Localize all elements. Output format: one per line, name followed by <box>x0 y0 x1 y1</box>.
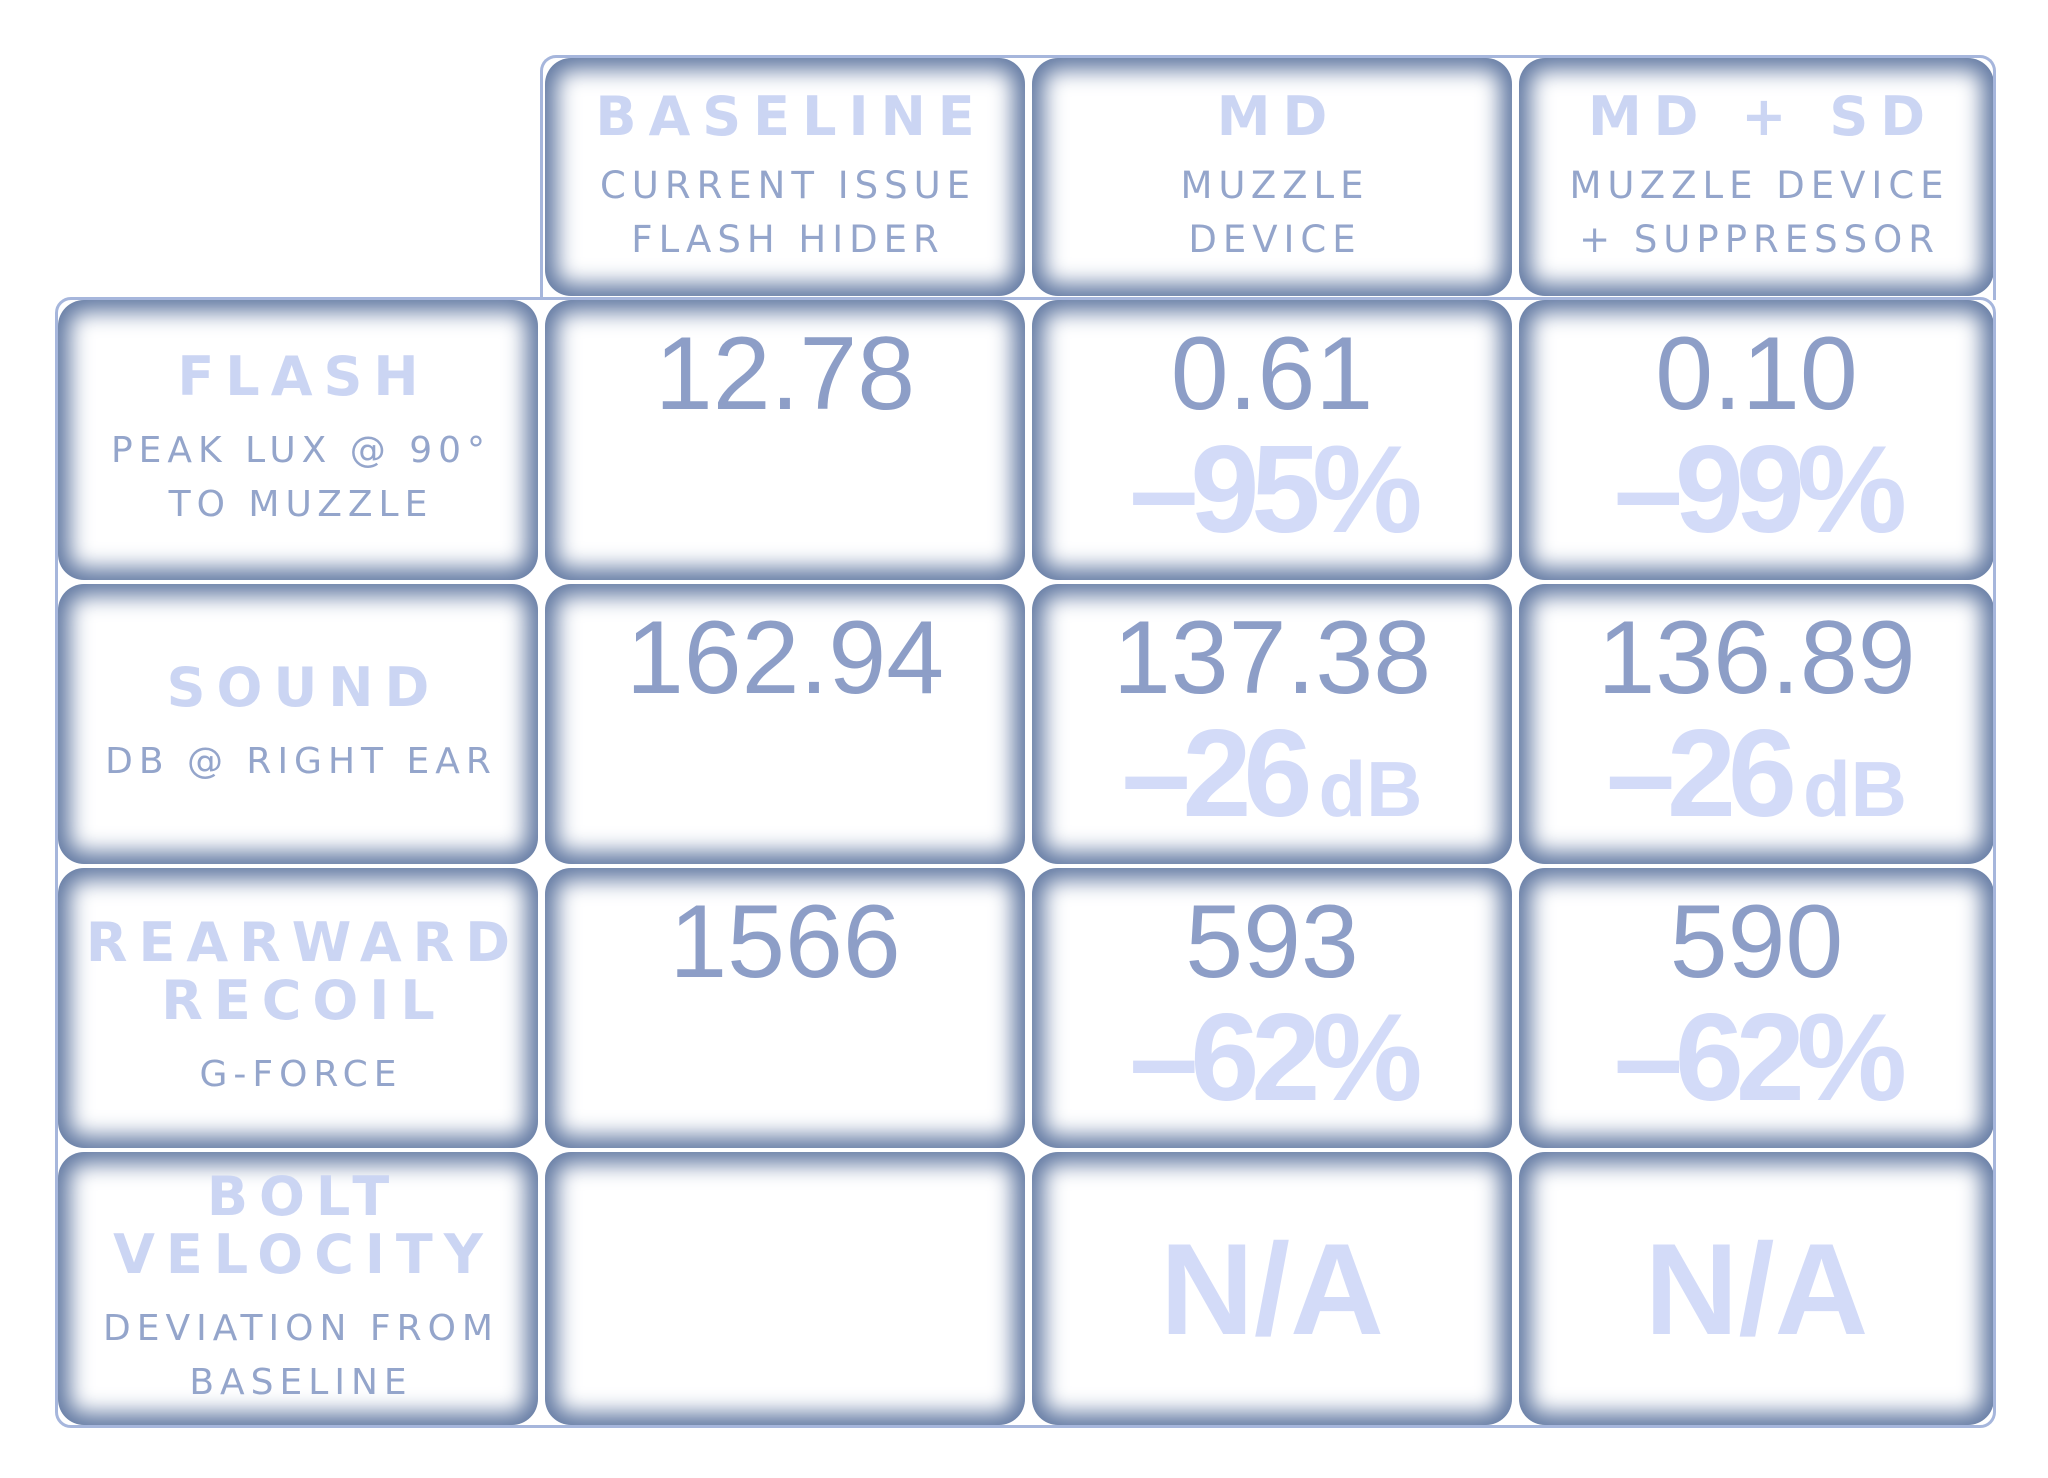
change-number: –62% <box>1129 989 1422 1127</box>
row-subtitle-line1: G-FORCE <box>199 1054 403 1095</box>
column-subtitle-line2: FLASH HIDER <box>631 218 945 261</box>
sound-md-cell: 137.38 –26 dB <box>1032 584 1512 864</box>
recoil-md-cell: 593 –62% <box>1032 868 1512 1148</box>
change-unit: dB <box>1318 745 1423 833</box>
change-value: –62% <box>1614 996 1907 1120</box>
measurement-value: 162.94 <box>625 600 945 716</box>
bolt-md-cell: N/A <box>1032 1152 1512 1425</box>
column-subtitle-line1: CURRENT ISSUE <box>599 164 977 207</box>
column-subtitle-line2: DEVICE <box>1188 218 1362 261</box>
flash-md-cell: 0.61 –95% <box>1032 300 1512 580</box>
column-header-md: MD MUZZLE DEVICE <box>1032 58 1512 296</box>
measurement-value: 593 <box>1185 884 1359 1000</box>
row-title-line1: REARWARD <box>85 911 522 974</box>
row-header-bolt-velocity: BOLT VELOCITY DEVIATION FROM BASELINE <box>58 1152 538 1425</box>
column-header-baseline: BASELINE CURRENT ISSUE FLASH HIDER <box>545 58 1025 296</box>
column-title: MD <box>1216 85 1340 148</box>
row-header-rearward-recoil: REARWARD RECOIL G-FORCE <box>58 868 538 1148</box>
row-title-line1: SOUND <box>166 656 441 719</box>
row-header-sound: SOUND DB @ RIGHT EAR <box>58 584 538 864</box>
flash-md-sd-cell: 0.10 –99% <box>1519 300 1994 580</box>
row-header-flash: FLASH PEAK LUX @ 90° TO MUZZLE <box>58 300 538 580</box>
row-subtitle-line2: TO MUZZLE <box>168 484 434 525</box>
column-subtitle-line1: MUZZLE DEVICE <box>1569 164 1950 207</box>
measurement-value: 590 <box>1669 884 1844 1000</box>
row-title-line2: VELOCITY <box>113 1222 494 1286</box>
change-number: –95% <box>1129 421 1422 559</box>
sound-md-sd-cell: 136.89 –26 dB <box>1519 584 1994 864</box>
measurement-value: 137.38 <box>1112 600 1432 716</box>
measurement-value: 0.61 <box>1170 316 1374 432</box>
change-number: –26 <box>1606 705 1797 843</box>
change-value: –62% <box>1129 996 1422 1120</box>
not-applicable-label: N/A <box>1160 1215 1384 1362</box>
row-subtitle-line1: PEAK LUX @ 90° <box>110 430 492 471</box>
change-number: –99% <box>1613 421 1907 559</box>
row-title-line2: RECOIL <box>161 969 446 1032</box>
column-subtitle-line1: MUZZLE <box>1180 164 1370 207</box>
column-title: MD + SD <box>1587 85 1938 148</box>
row-title-line1: FLASH <box>177 345 430 408</box>
sound-baseline-cell: 162.94 <box>545 584 1025 864</box>
row-subtitle-line1: DEVIATION FROM <box>103 1307 499 1349</box>
measurement-value: 12.78 <box>654 316 916 432</box>
recoil-md-sd-cell: 590 –62% <box>1519 868 1994 1148</box>
column-title: BASELINE <box>595 85 987 148</box>
change-value: –99% <box>1614 428 1907 552</box>
change-number: –62% <box>1613 989 1907 1127</box>
row-subtitle-line2: BASELINE <box>189 1361 413 1403</box>
change-number: –26 <box>1121 705 1313 843</box>
bolt-md-sd-cell: N/A <box>1519 1152 1994 1425</box>
not-applicable-label: N/A <box>1644 1215 1869 1362</box>
bolt-baseline-cell <box>545 1152 1025 1425</box>
change-value: –26 dB <box>1606 712 1907 851</box>
row-subtitle-line1: DB @ RIGHT EAR <box>105 741 497 782</box>
column-header-md-sd: MD + SD MUZZLE DEVICE + SUPPRESSOR <box>1519 58 1994 296</box>
measurement-value: 136.89 <box>1597 600 1916 716</box>
measurement-value: 1566 <box>669 884 901 1000</box>
change-value: –95% <box>1129 428 1422 552</box>
change-unit: dB <box>1802 745 1907 833</box>
column-subtitle-line2: + SUPPRESSOR <box>1579 218 1940 261</box>
change-value: –26 dB <box>1122 712 1423 851</box>
recoil-baseline-cell: 1566 <box>545 868 1025 1148</box>
row-title-line1: BOLT <box>206 1164 401 1228</box>
flash-baseline-cell: 12.78 <box>545 300 1025 580</box>
measurement-value: 0.10 <box>1655 316 1858 432</box>
